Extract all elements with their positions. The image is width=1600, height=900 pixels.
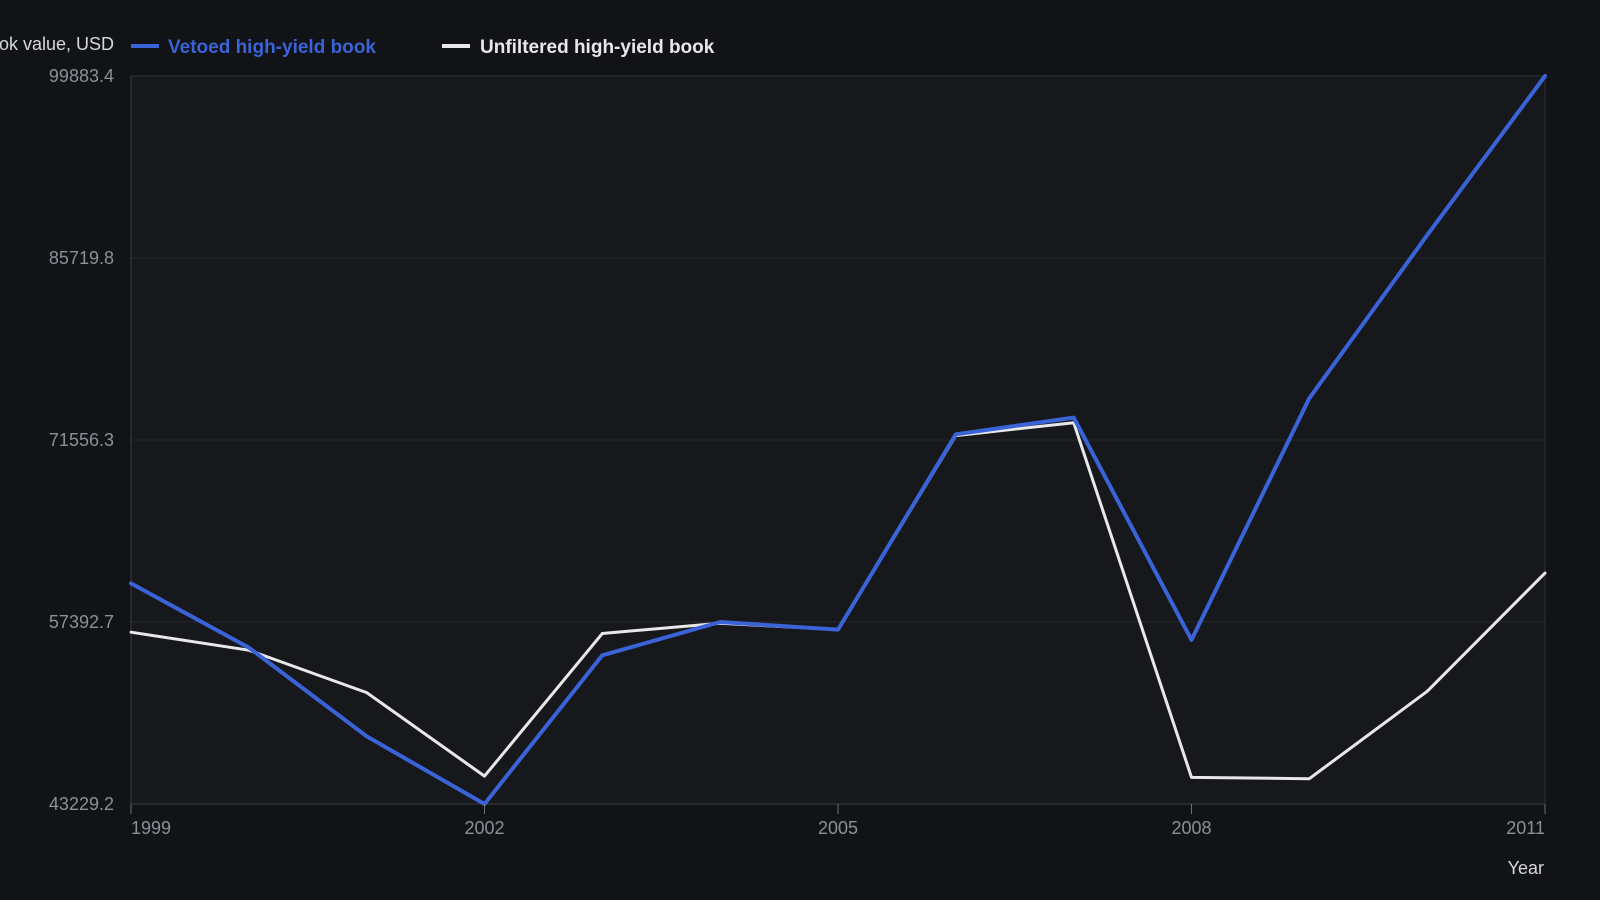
x-tick-label: 2005: [818, 818, 858, 838]
x-tick-label: 2002: [464, 818, 504, 838]
y-tick-label: 57392.7: [49, 612, 114, 632]
x-tick-label: 2008: [1171, 818, 1211, 838]
legend-label-vetoed: Vetoed high-yield book: [168, 37, 376, 58]
y-tick-label: 43229.2: [49, 794, 114, 814]
y-tick-label: 71556.3: [49, 430, 114, 450]
legend: Vetoed high-yield book Unfiltered high-y…: [131, 37, 715, 58]
series-line-vetoed: [129, 74, 1547, 806]
y-tick-label: 85719.8: [49, 248, 114, 268]
x-tick-label: 2011: [1506, 818, 1545, 838]
x-axis-title: Year: [1508, 858, 1544, 878]
y-axis-title: Book value, USD: [0, 34, 114, 54]
x-tick-label: 1999: [131, 818, 171, 838]
y-tick-label: 99883.4: [49, 66, 114, 86]
legend-label-unfiltered: Unfiltered high-yield book: [480, 37, 715, 58]
